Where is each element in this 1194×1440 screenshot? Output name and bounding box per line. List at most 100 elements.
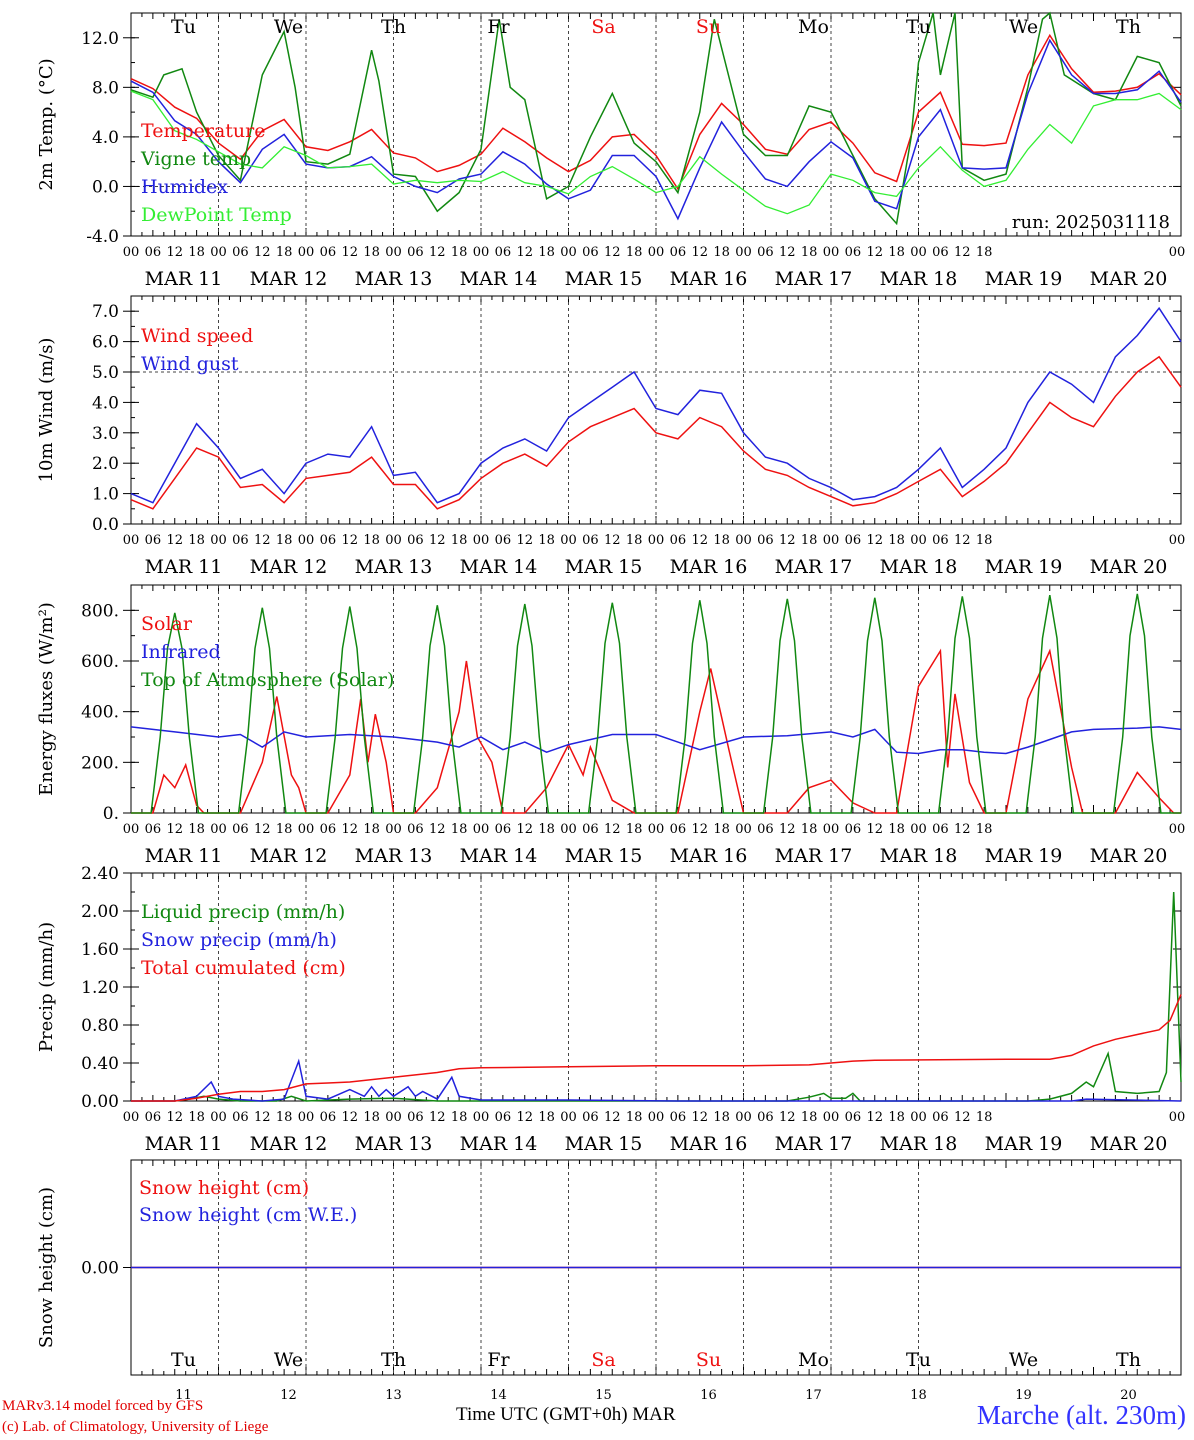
hour-tick-label: 06 — [145, 245, 162, 260]
hour-tick-label: 12 — [604, 245, 621, 260]
hour-tick-label: 00 — [473, 533, 490, 548]
date-label: MAR 14 — [460, 268, 538, 290]
day-number: 20 — [1120, 1388, 1137, 1403]
hour-tick-label: 12 — [429, 533, 446, 548]
hour-tick-label: 18 — [538, 245, 555, 260]
date-label: MAR 16 — [670, 845, 748, 867]
date-label: MAR 11 — [145, 845, 223, 867]
series-line-snow-precip-mm-h- — [131, 1058, 1182, 1102]
hour-tick-label: 06 — [670, 1110, 687, 1125]
day-number: 13 — [385, 1388, 402, 1403]
date-label: MAR 20 — [1090, 268, 1168, 290]
hour-tick-label: 18 — [538, 1110, 555, 1125]
hour-tick-label: 18 — [276, 245, 293, 260]
hour-tick-label: 00 — [210, 1110, 227, 1125]
hour-tick-label: 18 — [713, 245, 730, 260]
y-axis-title: Precip (mm/h) — [36, 922, 57, 1052]
series-line-total-cumulated-cm- — [131, 994, 1182, 1102]
y-tick-label: 3.0 — [92, 424, 119, 444]
hour-tick-label: 18 — [713, 533, 730, 548]
hour-tick-label: 00 — [735, 533, 752, 548]
hour-tick-label: 00 — [385, 822, 402, 837]
hour-tick-label: 18 — [801, 533, 818, 548]
day-number: 11 — [175, 1388, 192, 1403]
y-tick-label: 7.0 — [92, 302, 119, 322]
hour-tick-label: 06 — [582, 822, 599, 837]
hour-tick-label: 06 — [232, 533, 249, 548]
hour-tick-label: 12 — [954, 1110, 971, 1125]
hour-tick-label: 12 — [604, 533, 621, 548]
hour-tick-label: 06 — [582, 1110, 599, 1125]
hour-tick-label: 12 — [604, 822, 621, 837]
date-label: MAR 20 — [1090, 1133, 1168, 1155]
hour-tick-label: 12 — [866, 245, 883, 260]
y-tick-label: 2.40 — [81, 864, 119, 884]
day-number: 18 — [910, 1388, 927, 1403]
series-line-humidex — [130, 38, 1182, 221]
date-label: MAR 16 — [670, 268, 748, 290]
hour-tick-label: 00 — [473, 1110, 490, 1125]
legend-entry: DewPoint Temp — [141, 204, 292, 226]
date-label: MAR 16 — [670, 556, 748, 578]
y-tick-label: 0.80 — [81, 1016, 119, 1036]
hour-tick-label: 18 — [888, 245, 905, 260]
date-label: MAR 15 — [565, 1133, 643, 1155]
hour-tick-label: 00 — [1169, 822, 1186, 837]
date-label: MAR 17 — [775, 845, 853, 867]
date-label: MAR 18 — [880, 556, 958, 578]
hour-tick-label: 00 — [298, 245, 315, 260]
hour-tick-label: 12 — [866, 1110, 883, 1125]
day-name: Su — [696, 1349, 721, 1371]
day-name: Th — [1116, 1349, 1141, 1371]
date-label: MAR 11 — [145, 1133, 223, 1155]
hour-tick-label: 12 — [691, 1110, 708, 1125]
hour-tick-label: 12 — [166, 1110, 183, 1125]
y-tick-label: 4.0 — [92, 393, 119, 413]
legend-entry: Solar — [141, 613, 193, 635]
hour-tick-label: 00 — [823, 533, 840, 548]
date-label: MAR 19 — [985, 268, 1063, 290]
hour-tick-label: 06 — [320, 822, 337, 837]
hour-tick-label: 18 — [888, 822, 905, 837]
y-tick-label: 0.00 — [81, 1259, 119, 1279]
y-tick-label: 0.40 — [81, 1054, 119, 1074]
date-label: MAR 18 — [880, 268, 958, 290]
hour-tick-label: 06 — [232, 1110, 249, 1125]
day-name: Sa — [591, 1349, 615, 1371]
date-label: MAR 11 — [145, 556, 223, 578]
hour-tick-label: 06 — [845, 245, 862, 260]
hour-tick-label: 18 — [451, 822, 468, 837]
hour-tick-label: 00 — [823, 1110, 840, 1125]
hour-tick-label: 00 — [910, 533, 927, 548]
series-line-solar — [131, 648, 1181, 814]
hour-tick-label: 18 — [976, 533, 993, 548]
hour-tick-label: 06 — [757, 822, 774, 837]
hour-tick-label: 06 — [582, 245, 599, 260]
run-annotation: run: 2025031118 — [1012, 212, 1170, 233]
y-tick-label: 0. — [103, 804, 119, 824]
legend-entry: Snow height (cm W.E.) — [139, 1204, 357, 1226]
legend-entry: Wind speed — [141, 325, 253, 347]
hour-tick-label: 12 — [779, 533, 796, 548]
date-label: MAR 15 — [565, 845, 643, 867]
legend-entry: Wind gust — [141, 353, 239, 375]
hour-tick-label: 00 — [823, 822, 840, 837]
hour-tick-label: 06 — [757, 1110, 774, 1125]
hour-tick-label: 00 — [648, 822, 665, 837]
hour-tick-label: 12 — [254, 533, 271, 548]
hour-tick-label: 12 — [954, 245, 971, 260]
day-name: Th — [381, 16, 406, 38]
hour-tick-label: 00 — [648, 245, 665, 260]
hour-tick-label: 00 — [385, 245, 402, 260]
date-label: MAR 14 — [460, 1133, 538, 1155]
hour-tick-label: 12 — [954, 533, 971, 548]
legend-entry: Top of Atmosphere (Solar) — [141, 669, 394, 691]
y-tick-label: 8.0 — [92, 78, 119, 98]
y-tick-label: 0.00 — [81, 1092, 119, 1112]
day-name: Tu — [906, 16, 931, 38]
hour-tick-label: 00 — [473, 245, 490, 260]
hour-tick-label: 12 — [691, 822, 708, 837]
y-tick-label: 200. — [81, 753, 119, 773]
date-label: MAR 17 — [775, 268, 853, 290]
hour-tick-label: 18 — [626, 822, 643, 837]
